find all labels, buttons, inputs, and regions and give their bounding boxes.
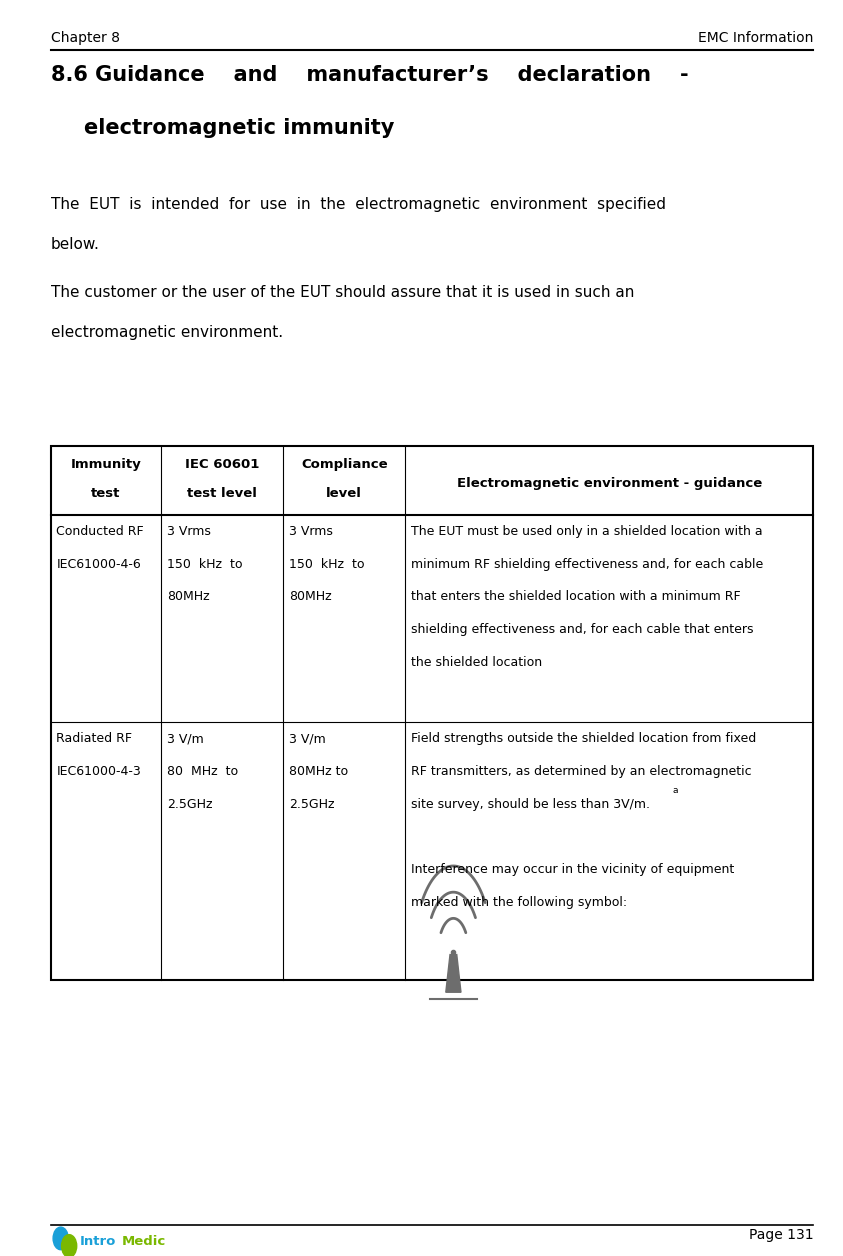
Polygon shape <box>446 955 461 992</box>
Text: 2.5GHz: 2.5GHz <box>289 798 335 810</box>
Text: test level: test level <box>187 487 257 500</box>
Text: EMC Information: EMC Information <box>698 31 813 45</box>
Text: 80MHz: 80MHz <box>167 590 210 603</box>
Text: marked with the following symbol:: marked with the following symbol: <box>411 896 627 908</box>
Text: the shielded location: the shielded location <box>411 656 542 668</box>
Text: 3 Vrms: 3 Vrms <box>289 525 333 538</box>
Text: test: test <box>91 487 121 500</box>
Text: electromagnetic environment.: electromagnetic environment. <box>51 325 282 340</box>
Circle shape <box>53 1227 68 1250</box>
Circle shape <box>62 1235 77 1256</box>
Text: IEC61000-4-3: IEC61000-4-3 <box>56 765 142 777</box>
Text: Intro: Intro <box>80 1235 116 1247</box>
Text: electromagnetic immunity: electromagnetic immunity <box>84 118 395 138</box>
Text: The EUT must be used only in a shielded location with a: The EUT must be used only in a shielded … <box>411 525 763 538</box>
Text: 150  kHz  to: 150 kHz to <box>167 558 243 570</box>
Text: Immunity: Immunity <box>71 458 142 471</box>
Text: Compliance: Compliance <box>301 458 388 471</box>
Text: RF transmitters, as determined by an electromagnetic: RF transmitters, as determined by an ele… <box>411 765 752 777</box>
Text: shielding effectiveness and, for each cable that enters: shielding effectiveness and, for each ca… <box>411 623 754 636</box>
Text: site survey, should be less than 3V/m.: site survey, should be less than 3V/m. <box>411 798 650 810</box>
Text: The  EUT  is  intended  for  use  in  the  electromagnetic  environment  specifi: The EUT is intended for use in the elect… <box>51 197 666 212</box>
Text: below.: below. <box>51 237 99 252</box>
Text: Radiated RF: Radiated RF <box>56 732 132 745</box>
Text: Chapter 8: Chapter 8 <box>51 31 120 45</box>
Text: 80MHz: 80MHz <box>289 590 332 603</box>
Text: Electromagnetic environment - guidance: Electromagnetic environment - guidance <box>457 477 762 490</box>
Text: IEC 60601: IEC 60601 <box>185 458 260 471</box>
Text: IEC61000-4-6: IEC61000-4-6 <box>56 558 142 570</box>
Text: Medic: Medic <box>122 1235 166 1247</box>
Text: 3 Vrms: 3 Vrms <box>167 525 211 538</box>
Text: 80MHz to: 80MHz to <box>289 765 348 777</box>
Text: Field strengths outside the shielded location from fixed: Field strengths outside the shielded loc… <box>411 732 756 745</box>
Text: 80  MHz  to: 80 MHz to <box>167 765 239 777</box>
Text: Conducted RF: Conducted RF <box>56 525 144 538</box>
Text: Page 131: Page 131 <box>749 1228 813 1242</box>
Text: The customer or the user of the EUT should assure that it is used in such an: The customer or the user of the EUT shou… <box>51 285 634 300</box>
Text: minimum RF shielding effectiveness and, for each cable: minimum RF shielding effectiveness and, … <box>411 558 764 570</box>
Text: 2.5GHz: 2.5GHz <box>167 798 212 810</box>
Text: that enters the shielded location with a minimum RF: that enters the shielded location with a… <box>411 590 741 603</box>
Text: level: level <box>326 487 362 500</box>
Text: 3 V/m: 3 V/m <box>167 732 204 745</box>
Text: 3 V/m: 3 V/m <box>289 732 326 745</box>
Text: 150  kHz  to: 150 kHz to <box>289 558 365 570</box>
Text: a: a <box>673 786 678 795</box>
Bar <box>51 446 813 980</box>
Text: 8.6 Guidance    and    manufacturer’s    declaration    -: 8.6 Guidance and manufacturer’s declarat… <box>51 65 688 85</box>
Text: Interference may occur in the vicinity of equipment: Interference may occur in the vicinity o… <box>411 863 734 875</box>
